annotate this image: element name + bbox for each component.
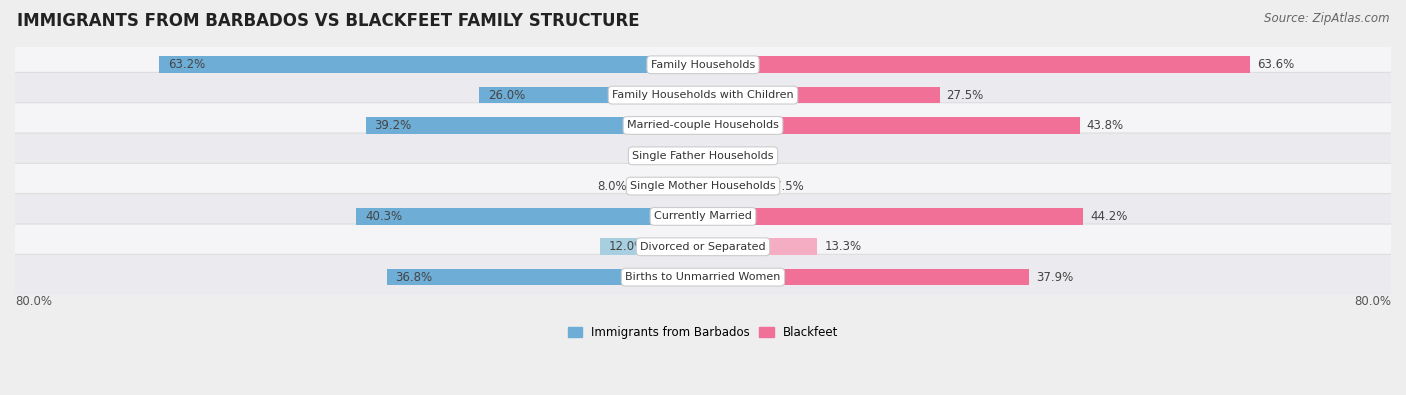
FancyBboxPatch shape	[8, 164, 1398, 209]
Bar	[356, 208, 703, 225]
Bar	[703, 117, 1080, 134]
Bar	[703, 56, 1250, 73]
Bar	[685, 147, 703, 164]
FancyBboxPatch shape	[8, 254, 1398, 300]
Text: 12.0%: 12.0%	[609, 240, 645, 253]
Text: 2.7%: 2.7%	[733, 149, 763, 162]
Text: Births to Unmarried Women: Births to Unmarried Women	[626, 272, 780, 282]
Text: 63.6%: 63.6%	[1257, 58, 1294, 71]
Text: 43.8%: 43.8%	[1087, 119, 1123, 132]
Text: Currently Married: Currently Married	[654, 211, 752, 222]
Text: 27.5%: 27.5%	[946, 88, 984, 102]
Text: 8.0%: 8.0%	[598, 180, 627, 193]
Text: 2.2%: 2.2%	[647, 149, 678, 162]
FancyBboxPatch shape	[8, 103, 1398, 148]
Text: 63.2%: 63.2%	[169, 58, 205, 71]
Bar	[703, 178, 768, 194]
Bar	[159, 56, 703, 73]
Text: 37.9%: 37.9%	[1036, 271, 1073, 284]
Bar	[634, 178, 703, 194]
Bar	[366, 117, 703, 134]
Text: IMMIGRANTS FROM BARBADOS VS BLACKFEET FAMILY STRUCTURE: IMMIGRANTS FROM BARBADOS VS BLACKFEET FA…	[17, 12, 640, 30]
Bar	[600, 239, 703, 255]
Text: Source: ZipAtlas.com: Source: ZipAtlas.com	[1264, 12, 1389, 25]
Text: 7.5%: 7.5%	[775, 180, 804, 193]
Text: Single Father Households: Single Father Households	[633, 151, 773, 161]
Bar	[703, 208, 1083, 225]
Bar	[387, 269, 703, 286]
FancyBboxPatch shape	[8, 133, 1398, 179]
Text: Family Households with Children: Family Households with Children	[612, 90, 794, 100]
Bar	[479, 87, 703, 103]
Bar	[703, 147, 727, 164]
Text: 40.3%: 40.3%	[366, 210, 402, 223]
Text: 26.0%: 26.0%	[488, 88, 526, 102]
Text: Divorced or Separated: Divorced or Separated	[640, 242, 766, 252]
Text: Single Mother Households: Single Mother Households	[630, 181, 776, 191]
Text: 80.0%: 80.0%	[1354, 295, 1391, 308]
FancyBboxPatch shape	[8, 72, 1398, 118]
Text: 13.3%: 13.3%	[824, 240, 862, 253]
Text: 39.2%: 39.2%	[374, 119, 412, 132]
FancyBboxPatch shape	[8, 42, 1398, 88]
Text: Family Households: Family Households	[651, 60, 755, 70]
Bar	[703, 87, 939, 103]
Text: 44.2%: 44.2%	[1090, 210, 1128, 223]
Text: 80.0%: 80.0%	[15, 295, 52, 308]
FancyBboxPatch shape	[8, 194, 1398, 239]
Bar	[703, 239, 817, 255]
Legend: Immigrants from Barbados, Blackfeet: Immigrants from Barbados, Blackfeet	[562, 322, 844, 344]
Text: Married-couple Households: Married-couple Households	[627, 120, 779, 130]
Bar	[703, 269, 1029, 286]
Text: 36.8%: 36.8%	[395, 271, 432, 284]
FancyBboxPatch shape	[8, 224, 1398, 269]
